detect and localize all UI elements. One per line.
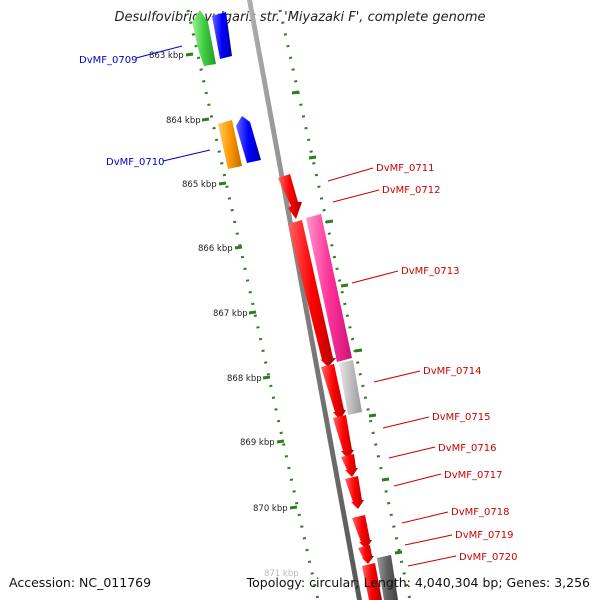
gene-leader-line — [351, 270, 399, 284]
gene-light-gray-forward — [339, 360, 362, 415]
gene-green-reverse — [192, 10, 216, 66]
scale-tick — [218, 181, 227, 186]
scale-tick — [325, 219, 334, 224]
scale-tick — [201, 117, 210, 122]
scale-label: 866 kbp — [198, 244, 233, 254]
scale-label: 869 kbp — [240, 438, 275, 448]
gene-leader-line — [332, 189, 380, 203]
scale-tick — [248, 310, 257, 315]
gene-label-forward[interactable]: DvMF_0716 — [438, 443, 496, 454]
gene-label-forward[interactable]: DvMF_0717 — [444, 470, 502, 481]
gene-red-forward — [341, 454, 358, 477]
scale-label: 864 kbp — [166, 116, 201, 126]
gene-red-forward — [362, 563, 382, 600]
forward-labels — [327, 167, 457, 567]
gene-leader-line — [407, 555, 457, 567]
scale-label: 870 kbp — [253, 504, 288, 514]
gene-leader-line — [388, 446, 436, 459]
gene-label-forward[interactable]: DvMF_0715 — [432, 412, 490, 423]
gene-label-forward[interactable]: DvMF_0711 — [376, 163, 434, 174]
genome-backbone — [247, 0, 362, 600]
scale-tick — [289, 505, 298, 510]
scale-tick — [354, 348, 363, 353]
gene-dark-gray-forward — [377, 555, 398, 600]
gene-blue-reverse — [212, 12, 232, 59]
scale-tick — [340, 283, 349, 288]
scale-tick — [276, 439, 285, 444]
gene-leader-line — [393, 473, 442, 487]
scale-label: 865 kbp — [182, 180, 217, 190]
gene-magenta-forward — [306, 214, 352, 362]
gene-label-forward[interactable]: DvMF_0712 — [382, 185, 440, 196]
scale-ticks — [185, 52, 403, 555]
scale-label: 868 kbp — [227, 374, 262, 384]
gene-label-forward[interactable]: DvMF_0714 — [423, 366, 481, 377]
gene-red-forward — [321, 364, 346, 420]
scale-labels: 863 kbp 864 kbp 865 kbp 866 kbp 867 kbp … — [149, 51, 299, 579]
scale-label: 871 kbp — [264, 569, 299, 579]
gene-label-forward[interactable]: DvMF_0719 — [455, 530, 513, 541]
gene-label-reverse[interactable]: DvMF_0709 — [79, 55, 137, 66]
scale-tick — [308, 155, 317, 160]
gene-red-forward — [352, 515, 372, 549]
gene-label-forward[interactable]: DvMF_0720 — [459, 552, 517, 563]
gene-leader-line — [162, 149, 211, 162]
topology-text: Topology: circular; Length: 4,040,304 bp… — [246, 575, 590, 590]
gene-red-forward — [278, 174, 302, 219]
gene-label-reverse[interactable]: DvMF_0710 — [106, 157, 164, 168]
gene-label-forward[interactable]: DvMF_0718 — [451, 507, 509, 518]
scale-label: 863 kbp — [149, 51, 184, 61]
gene-leader-line — [327, 167, 374, 182]
gene-leader-line — [373, 370, 421, 383]
scale-tick — [394, 550, 403, 555]
scale-tick — [381, 477, 390, 482]
gene-red-forward — [288, 220, 336, 367]
gene-leader-line — [404, 534, 453, 546]
scale-tick — [262, 375, 271, 380]
scale-tick — [291, 90, 300, 95]
gene-label-forward[interactable]: DvMF_0713 — [401, 266, 459, 277]
scale-tick — [185, 52, 194, 57]
gene-blue-reverse — [236, 116, 261, 163]
gene-leader-line — [135, 45, 183, 59]
accession-text: Accession: NC_011769 — [9, 575, 152, 590]
gene-red-forward — [345, 476, 364, 509]
gene-leader-line — [401, 511, 449, 524]
scale-tick — [234, 245, 243, 250]
gene-red-forward — [358, 545, 374, 564]
scale-tick — [368, 413, 377, 418]
gene-orange-reverse — [218, 120, 242, 169]
scale-label: 867 kbp — [213, 309, 248, 319]
gene-leader-line — [382, 416, 430, 429]
gene-red-forward — [333, 415, 354, 459]
